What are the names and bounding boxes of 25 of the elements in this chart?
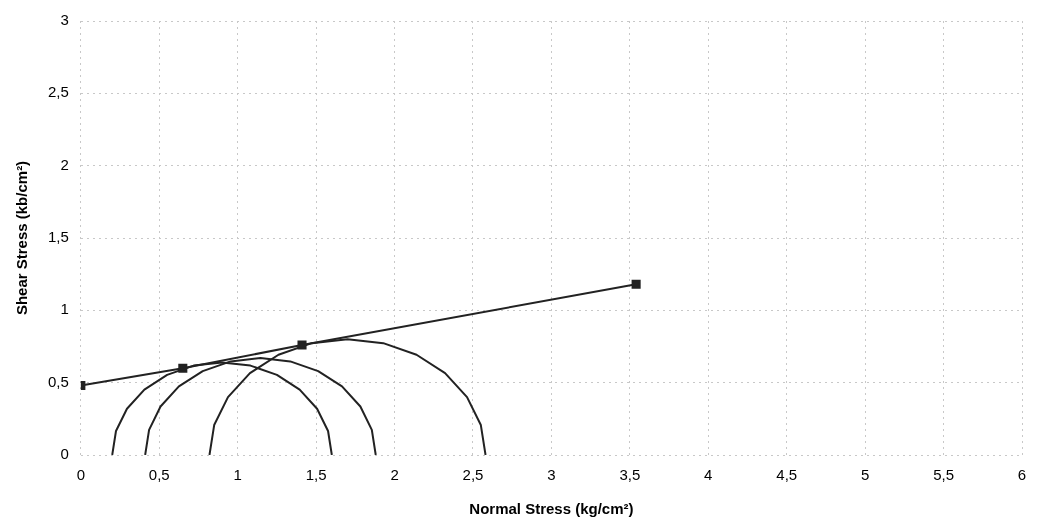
x-axis-title: Normal Stress (kg/cm²) xyxy=(469,500,634,518)
x-tick-label: 4 xyxy=(704,466,713,484)
x-tick-label: 3,5 xyxy=(619,466,641,484)
x-tick-label: 5 xyxy=(860,466,870,484)
y-tick-label: 1,5 xyxy=(47,228,69,246)
x-tick-label: 3 xyxy=(547,466,556,484)
point xyxy=(178,363,188,373)
point xyxy=(297,340,307,350)
x-tick-label: 5,5 xyxy=(933,466,954,484)
x-tick-label: 1,5 xyxy=(305,466,327,484)
x-tick-label: 6 xyxy=(1017,466,1027,484)
y-tick-label: 1 xyxy=(60,300,69,318)
point xyxy=(631,279,641,289)
y-tick-label: 2,5 xyxy=(47,83,69,101)
x-tick-label: 2 xyxy=(390,466,399,484)
y-axis-title: Shear Stress (kb/cm²) xyxy=(13,160,31,316)
y-tick-label: 0 xyxy=(60,445,69,463)
y-tick-label: 2 xyxy=(60,155,69,173)
x-tick-label: 0,5 xyxy=(148,466,170,484)
y-tick-label: 3 xyxy=(60,11,69,29)
x-tick-label: 1 xyxy=(233,466,242,484)
x-tick-label: 0 xyxy=(76,466,86,484)
x-tick-label: 4,5 xyxy=(776,466,798,484)
x-tick-label: 2,5 xyxy=(462,466,484,484)
y-tick-label: 0,5 xyxy=(47,372,69,390)
